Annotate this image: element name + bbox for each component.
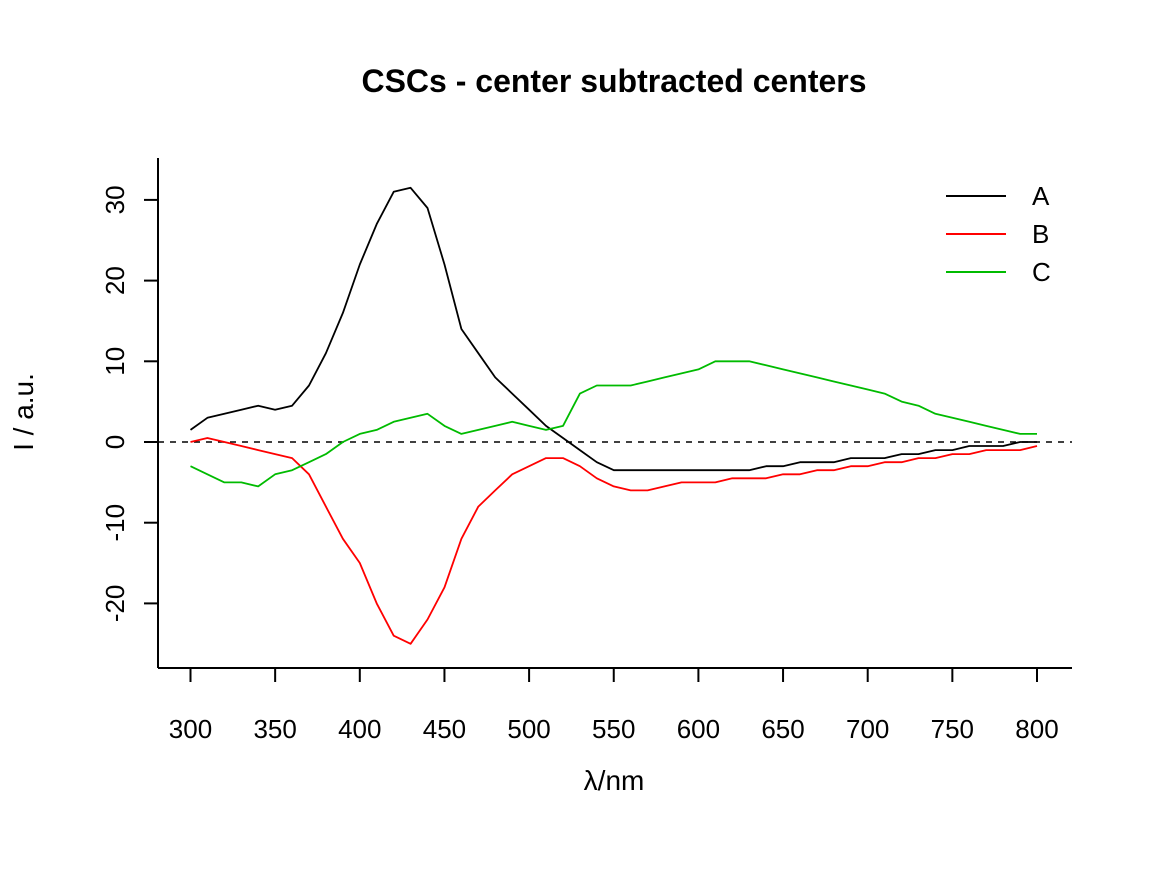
x-axis-label-slash: / [598,765,606,796]
x-tick-label: 300 [169,714,212,744]
x-tick-label: 400 [338,714,381,744]
y-axis-label: I / a.u. [8,373,39,451]
x-tick-label: 700 [846,714,889,744]
axes: 300 350 400 450 500 550 600 650 700 750 800 -20 -10 0… [100,158,1072,744]
y-tick-label: 20 [100,266,130,295]
y-tick-label: 0 [100,435,130,449]
x-tick-label: 450 [423,714,466,744]
legend-label-c: C [1032,257,1051,287]
x-tick-label: 550 [592,714,635,744]
x-tick-label: 750 [931,714,974,744]
x-tick-label: 600 [677,714,720,744]
x-tick-label: 350 [253,714,296,744]
y-tick-label: 30 [100,185,130,214]
y-tick-label: -10 [100,504,130,542]
y-tick-label: 10 [100,347,130,376]
x-tick-label: 800 [1015,714,1058,744]
series-lines [189,186,1038,645]
x-axis-label-symbol: λ [584,765,598,796]
chart-title: CSCs - center subtracted centers [361,63,866,99]
y-tick-label: -20 [100,585,130,623]
legend-label-b: B [1032,219,1049,249]
series-line-a [189,186,1037,472]
x-axis-label-unit: nm [605,765,644,796]
series-line-c [190,360,1037,488]
series-line-b [190,437,1038,645]
legend: ABC [946,181,1051,287]
x-tick-label: 500 [507,714,550,744]
x-tick-label: 650 [761,714,804,744]
x-axis-label: λ/nm [584,765,645,796]
legend-label-a: A [1032,181,1050,211]
